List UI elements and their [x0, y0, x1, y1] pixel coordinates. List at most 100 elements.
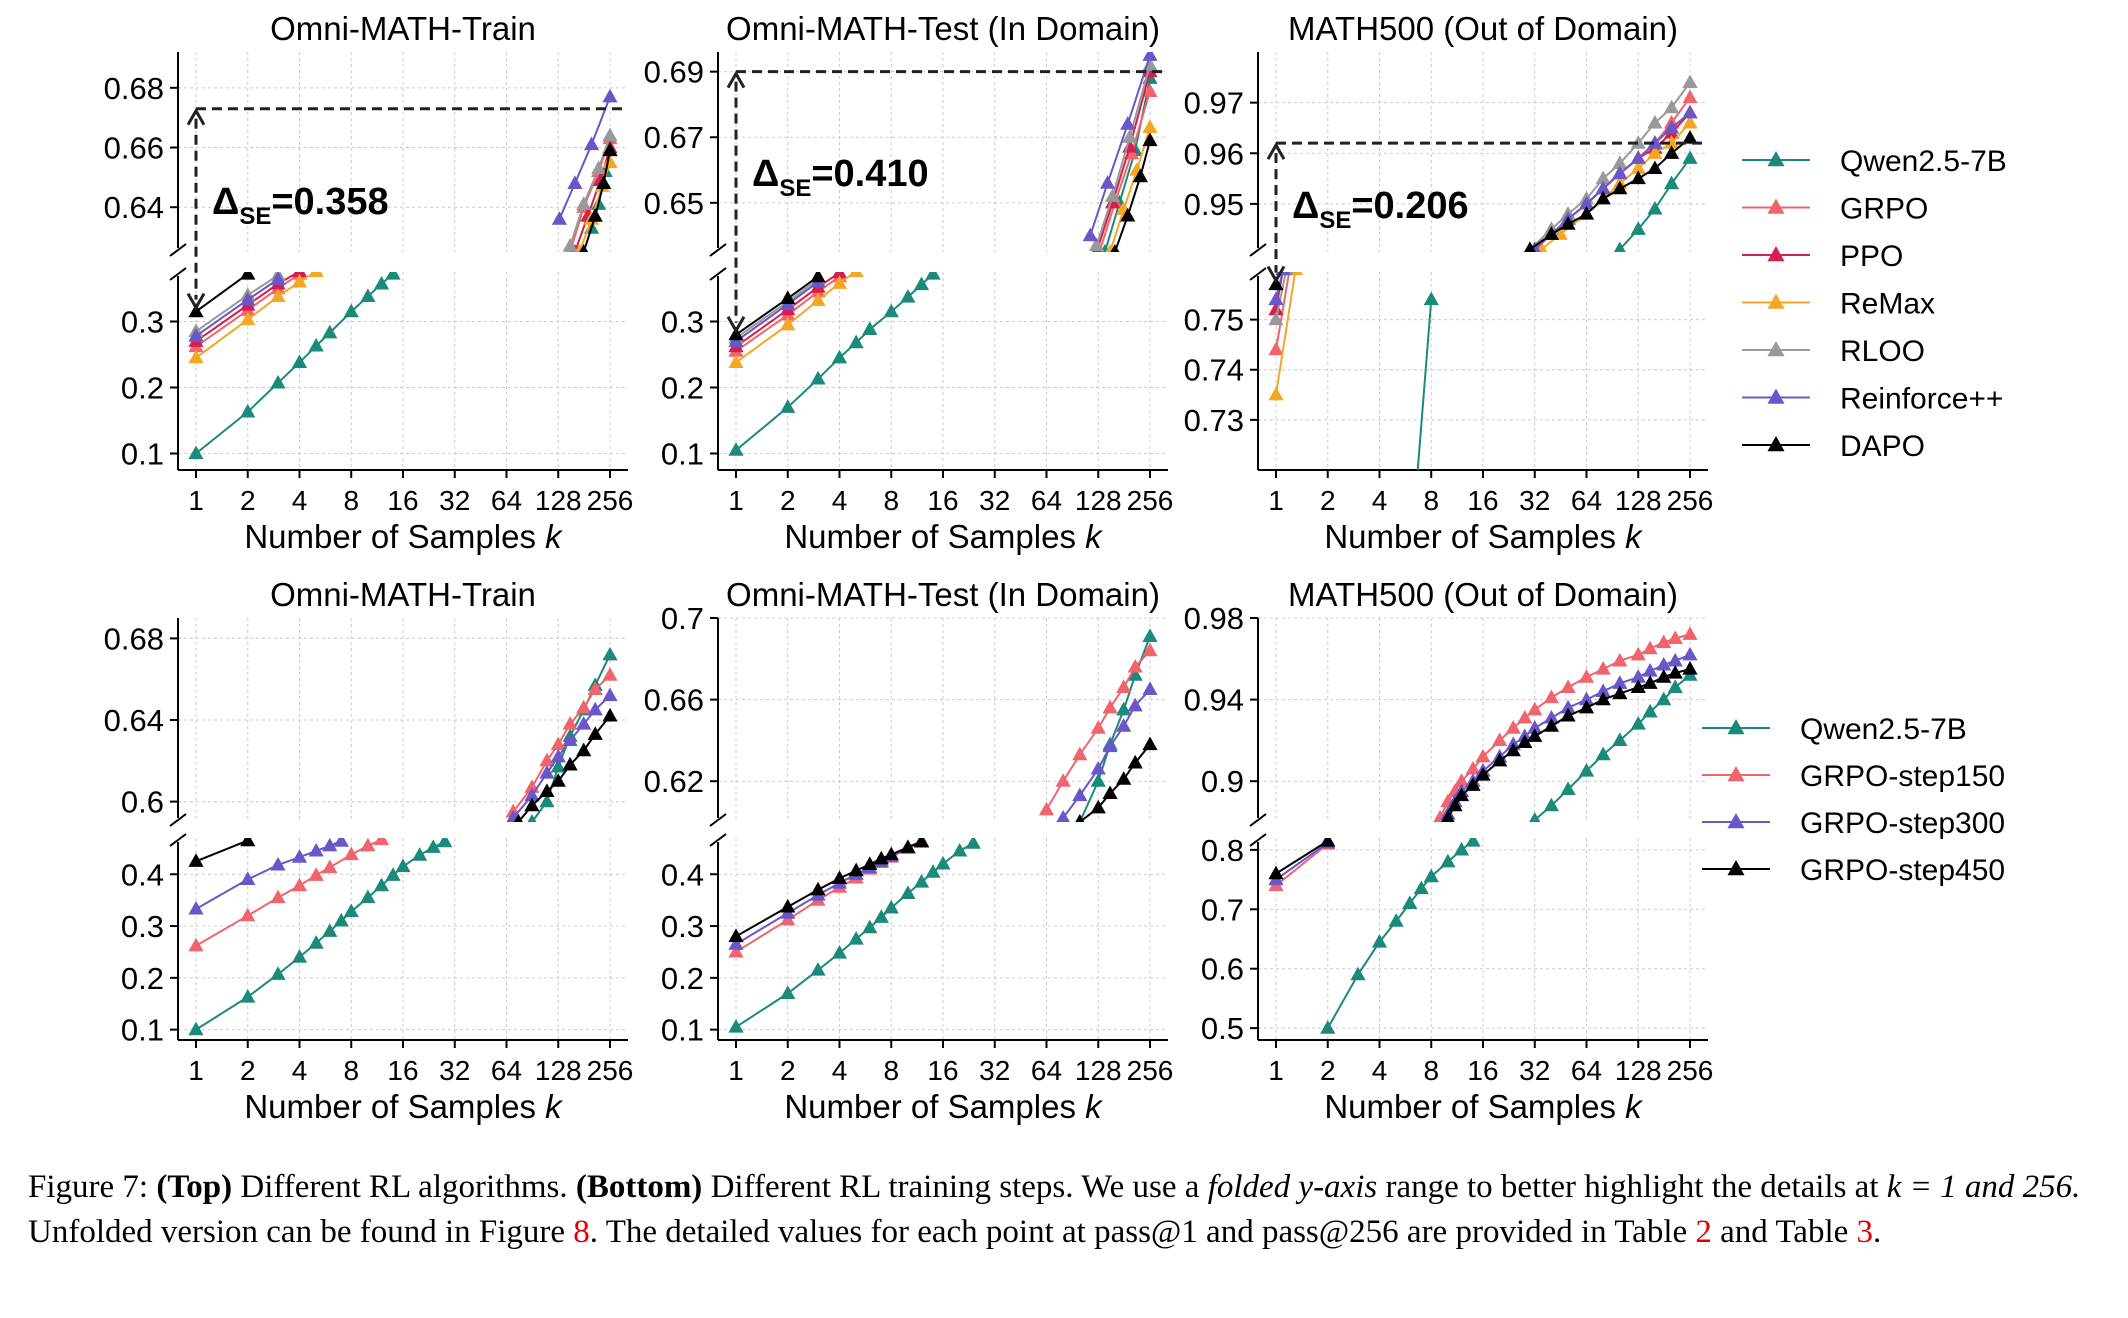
legend-bottom: Qwen2.5-7B GRPO-step150 GRPO-step300 GRPO-s…: [1702, 713, 2005, 887]
data-point: [728, 943, 744, 958]
data-point: [728, 928, 744, 943]
data-point: [1595, 746, 1611, 761]
data-point: [524, 787, 540, 802]
data-point: [810, 370, 826, 385]
series-line: [735, 840, 922, 938]
data-point: [1402, 895, 1418, 909]
gap-arrow-up: [1266, 142, 1286, 160]
data-point: [1120, 116, 1136, 130]
series-upper: [1038, 642, 1158, 816]
data-point: [1578, 669, 1595, 683]
x-tick-label: 128: [1075, 485, 1122, 516]
series-lower: [728, 272, 941, 456]
data-point: [900, 885, 916, 900]
data-point: [1517, 734, 1533, 749]
series-reinforce-: [1268, 104, 1698, 306]
y-ticks: 0.95 0.96 0.97 0.73 0.74 0.75: [1184, 86, 1258, 438]
data-point: [1612, 732, 1628, 746]
y-tick-label: 0.62: [644, 764, 704, 799]
data-point: [1142, 132, 1158, 147]
data-point: [1527, 728, 1543, 742]
caption-table-ref-1[interactable]: 2: [1695, 1214, 1712, 1250]
data-point: [1441, 809, 1455, 822]
x-axis-label: Number of Samples k: [244, 518, 563, 555]
caption-bottom-bold: (Bottom): [575, 1169, 703, 1205]
legend-marker: [1767, 388, 1785, 404]
chart-title: MATH500 (Out of Domain): [1288, 10, 1678, 47]
series-lower: [1416, 291, 1439, 470]
series-dapo: [728, 132, 1158, 341]
x-tick-label: 8: [343, 485, 359, 516]
grid: [178, 618, 628, 1040]
data-point: [188, 445, 204, 460]
y-tick-label: 0.3: [661, 305, 704, 340]
data-point: [1656, 634, 1672, 649]
data-point: [550, 773, 566, 787]
series-lower: [188, 272, 286, 342]
chart-title: Omni-MATH-Test (In Domain): [726, 10, 1160, 47]
data-point: [1647, 114, 1663, 129]
data-point: [831, 275, 848, 289]
x-tick-label: 64: [491, 1055, 522, 1086]
data-point: [1663, 135, 1680, 149]
legend-label: DAPO: [1840, 430, 1925, 463]
series-line: [735, 275, 819, 336]
gap-label: ΔSE=0.206: [1292, 185, 1469, 234]
data-point: [1320, 1020, 1336, 1034]
series-upper: [551, 88, 618, 225]
x-tick-label: 2: [780, 1055, 796, 1086]
data-point: [308, 842, 324, 857]
x-tick-label: 2: [1320, 485, 1336, 516]
caption-math: k = 1 and 256.: [1886, 1169, 2081, 1205]
data-point: [1072, 787, 1088, 802]
data-point: [360, 838, 376, 852]
data-point: [1682, 626, 1698, 640]
series-lower: [728, 272, 826, 341]
data-point: [883, 846, 899, 861]
caption-figure-ref[interactable]: 8: [573, 1214, 590, 1250]
gap-label-value: =0.206: [1351, 185, 1468, 227]
data-point: [1505, 720, 1521, 734]
y-tick-label: 0.66: [644, 683, 704, 718]
data-point: [602, 154, 618, 169]
series-grpo-step450: [728, 736, 1158, 943]
data-point: [583, 136, 600, 151]
x-tick-label: 8: [883, 1055, 899, 1086]
data-point: [373, 877, 390, 892]
data-point: [1612, 155, 1628, 169]
data-point: [1667, 665, 1683, 679]
data-point: [1055, 773, 1071, 787]
data-point: [188, 937, 204, 952]
x-tick-label: 256: [1667, 485, 1714, 516]
data-point: [308, 272, 324, 277]
series-reinforce-: [188, 88, 618, 342]
series-line: [1534, 111, 1691, 251]
x-tick-label: 64: [1031, 1055, 1062, 1086]
series-upper: [1082, 52, 1158, 242]
series-upper: [579, 142, 618, 252]
x-axis-label: Number of Samples k: [784, 1088, 1103, 1125]
series-upper: [1075, 736, 1158, 822]
data-point: [873, 850, 889, 865]
data-point: [1492, 732, 1508, 746]
gap-arrow-down: [726, 315, 746, 334]
data-point: [550, 736, 566, 751]
legend-marker: [1767, 198, 1785, 214]
axis-break-mark: [709, 267, 727, 281]
data-point: [935, 855, 951, 870]
data-point: [240, 871, 256, 886]
x-tick-label: 32: [1519, 1055, 1550, 1086]
legend-top: Qwen2.5-7B GRPO PPO ReMax RLOO Reinforce++ DAP…: [1742, 145, 2007, 463]
data-point: [1667, 679, 1683, 693]
x-tick-label: 1: [728, 1055, 744, 1086]
data-point: [270, 966, 286, 980]
gap-annotation: ΔSE=0.358: [186, 107, 628, 311]
data-point: [1642, 675, 1658, 689]
series-lower: [728, 838, 930, 943]
series-line: [1098, 91, 1151, 252]
caption-table-ref-2[interactable]: 3: [1856, 1214, 1874, 1250]
data-point: [373, 275, 390, 290]
data-point: [780, 898, 796, 913]
data-point: [1127, 754, 1143, 769]
gap-label-delta: Δ: [212, 181, 239, 223]
